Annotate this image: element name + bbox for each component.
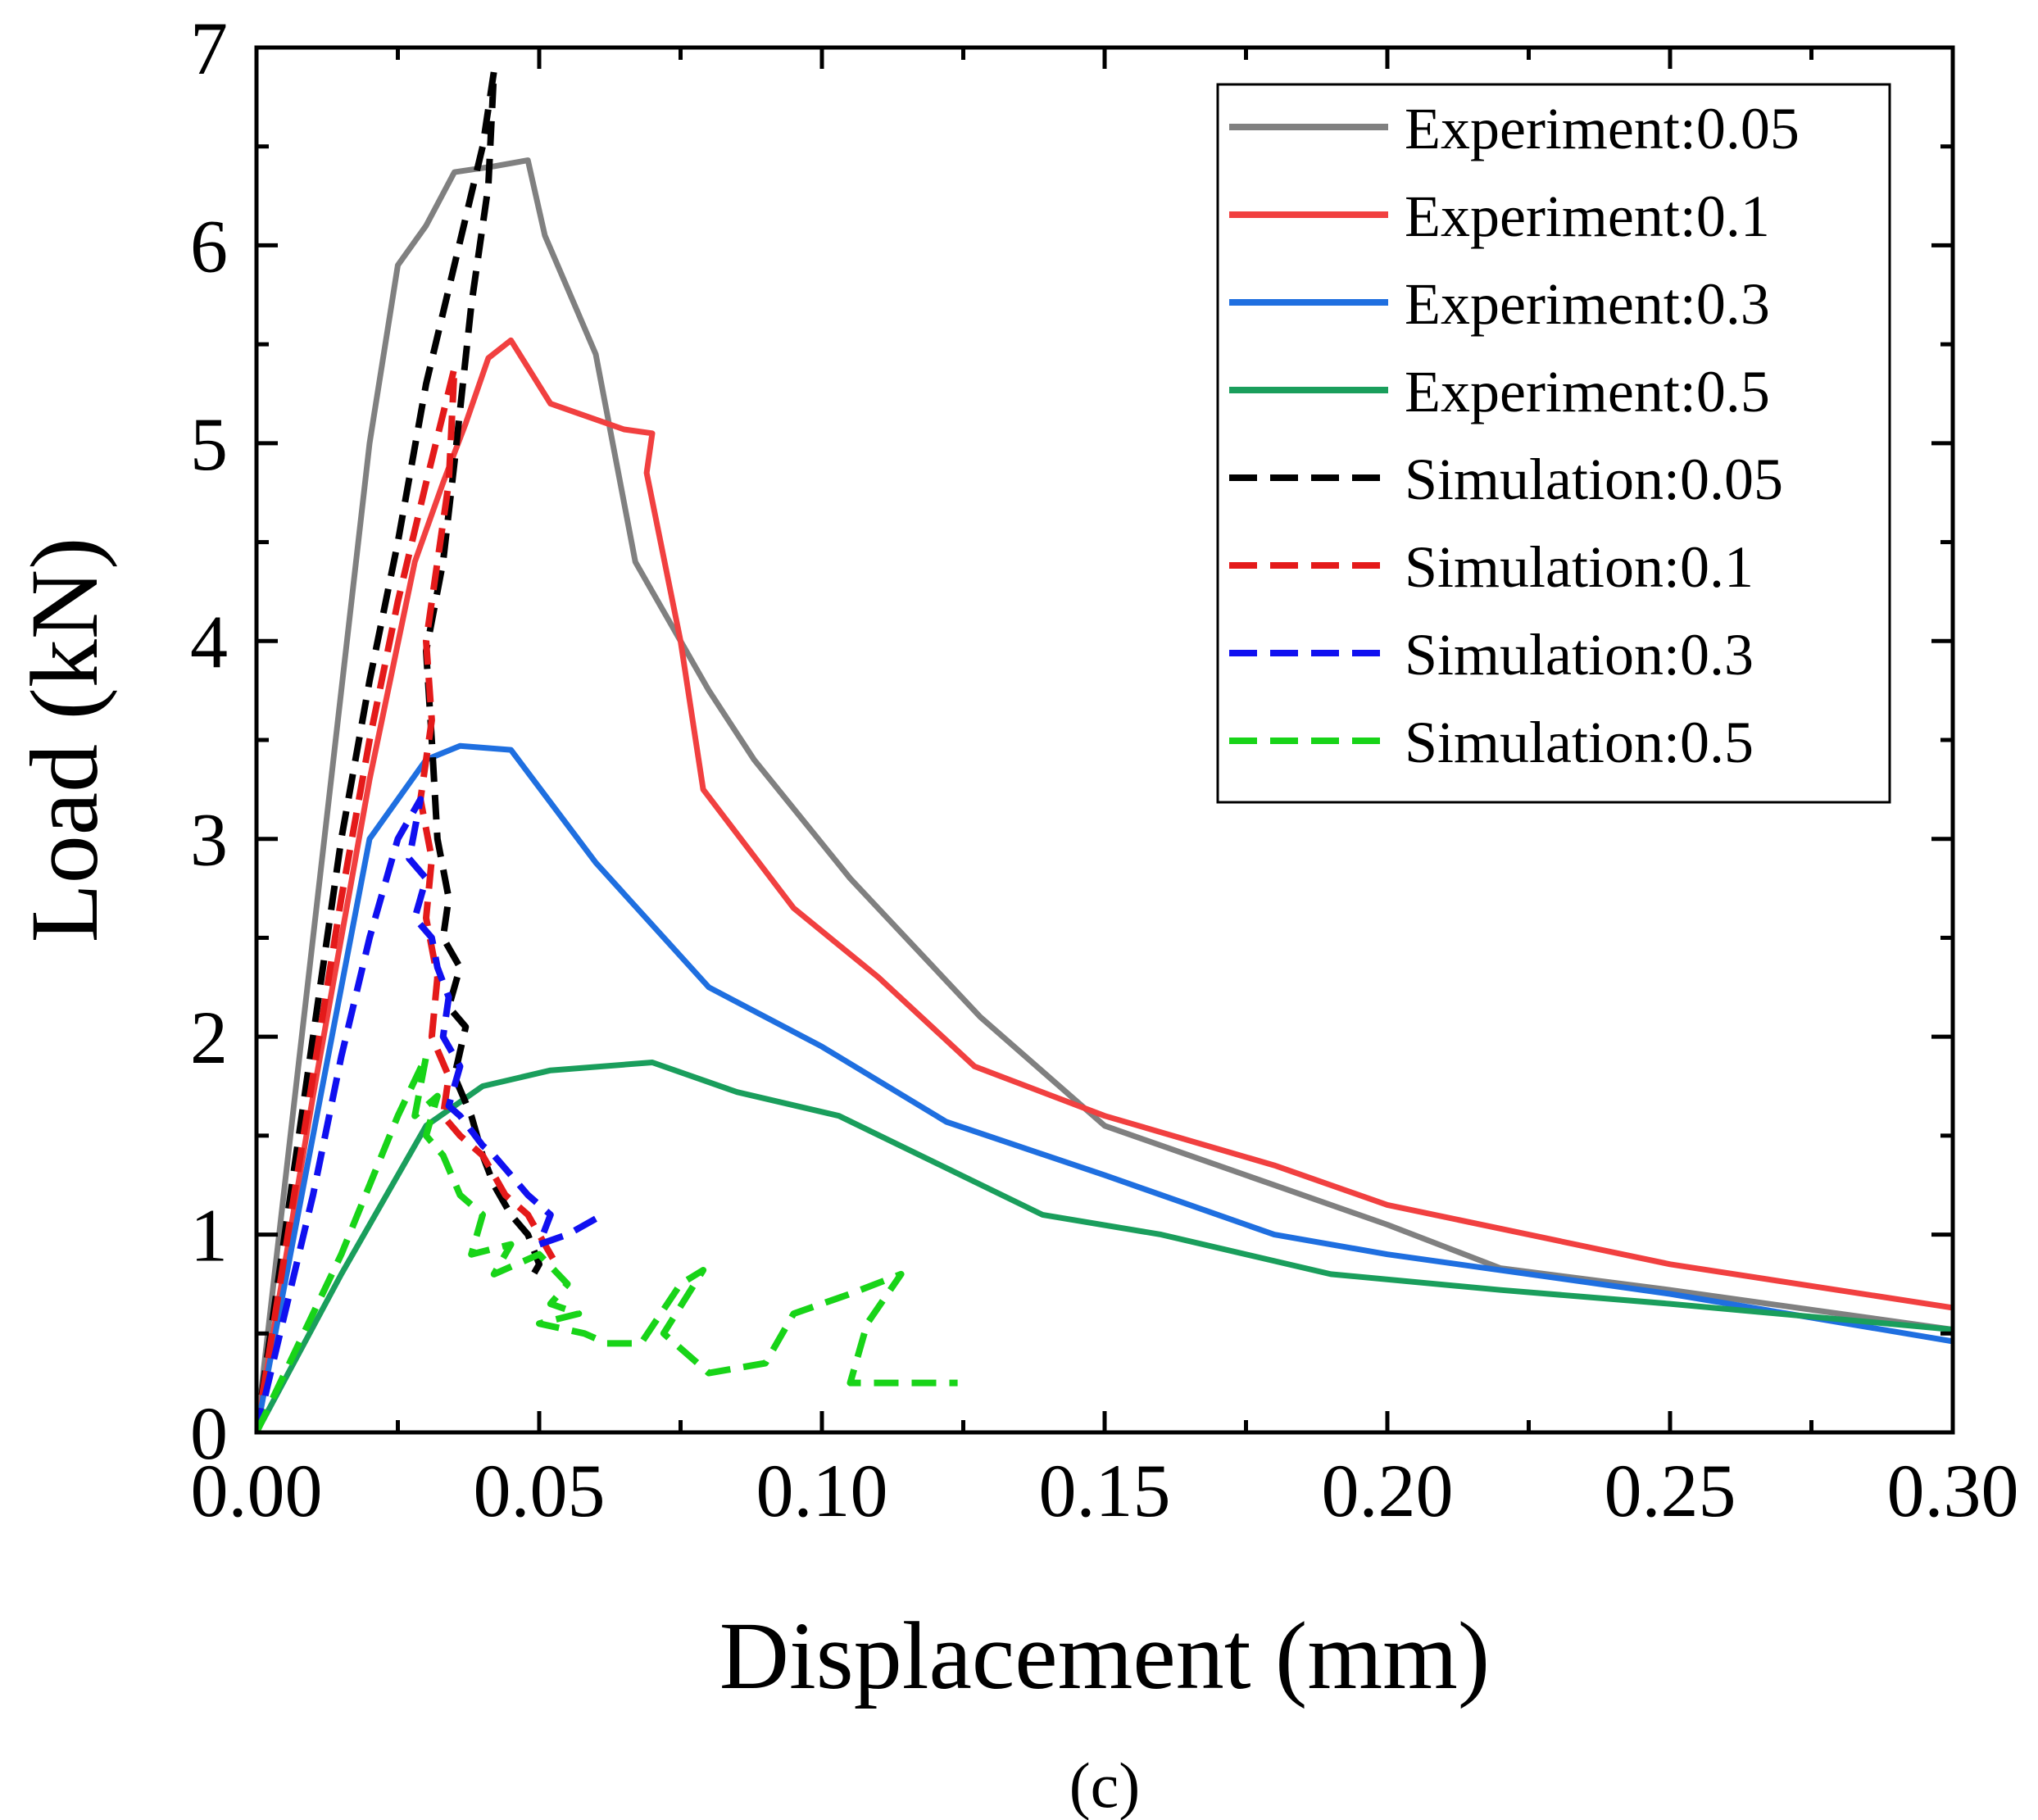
y-tick-label: 3 <box>190 798 228 882</box>
y-tick-label: 6 <box>190 204 228 288</box>
y-tick-label: 2 <box>190 996 228 1079</box>
legend-label: Simulation:0.1 <box>1405 534 1754 600</box>
legend-label: Simulation:0.05 <box>1405 447 1783 512</box>
series-line-1 <box>256 337 1953 1432</box>
series-line-0 <box>256 157 1953 1432</box>
series-line-3 <box>256 1060 1953 1432</box>
x-tick-label: 0.15 <box>1039 1449 1171 1532</box>
y-tick-label: 5 <box>190 402 228 486</box>
x-tick-label: 0.30 <box>1887 1449 2019 1532</box>
tick-labels-group: 0.00 0.05 0.10 0.15 0.20 0.25 0.30 0 1 2 3 4 5 6 7 <box>190 7 2019 1532</box>
y-tick-label: 4 <box>190 600 228 683</box>
x-axis-title: Displacement (mm) <box>719 1602 1490 1709</box>
legend-label: Experiment:0.05 <box>1405 96 1800 161</box>
x-tick-label: 0.00 <box>191 1449 323 1532</box>
y-tick-label: 1 <box>190 1194 228 1278</box>
series-line-7 <box>256 1053 958 1432</box>
ticks-group <box>254 45 1955 1435</box>
legend-label: Experiment:0.5 <box>1405 359 1770 424</box>
legend: Experiment:0.05 Experiment:0.1 Experiment:… <box>1216 83 1891 804</box>
y-tick-label: 0 <box>190 1391 228 1475</box>
panel-label: (c) <box>1069 1750 1141 1820</box>
legend-label: Experiment:0.1 <box>1405 184 1770 249</box>
x-tick-label: 0.10 <box>756 1449 888 1532</box>
legend-label: Simulation:0.3 <box>1405 622 1754 688</box>
y-axis-title: Load (kN) <box>11 538 118 943</box>
x-tick-label: 0.05 <box>474 1449 606 1532</box>
series-group <box>256 68 1953 1432</box>
x-tick-label: 0.25 <box>1605 1449 1736 1532</box>
legend-box <box>1216 83 1891 804</box>
legend-label: Experiment:0.3 <box>1405 271 1770 337</box>
series-line-6 <box>256 796 597 1432</box>
y-tick-label: 7 <box>190 7 228 90</box>
legend-label: Simulation:0.5 <box>1405 710 1754 775</box>
x-tick-label: 0.20 <box>1322 1449 1454 1532</box>
